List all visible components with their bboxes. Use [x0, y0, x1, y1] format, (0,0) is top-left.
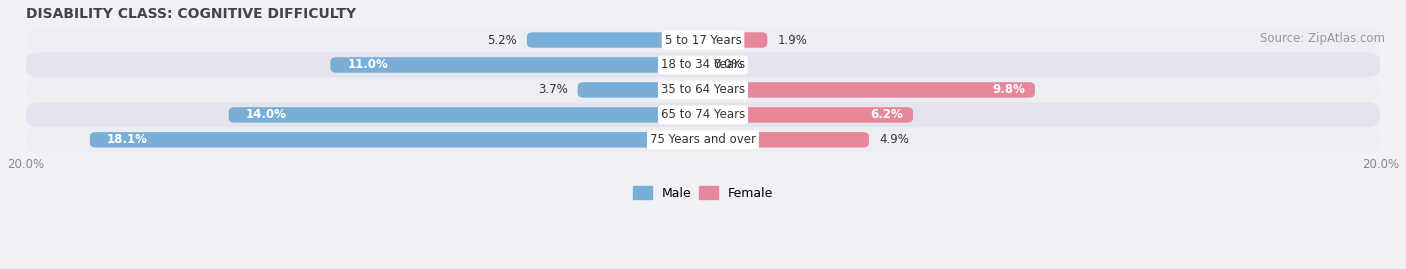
Text: 75 Years and over: 75 Years and over: [650, 133, 756, 146]
FancyBboxPatch shape: [703, 32, 768, 48]
FancyBboxPatch shape: [25, 102, 1381, 127]
Text: 5.2%: 5.2%: [486, 34, 516, 47]
FancyBboxPatch shape: [229, 107, 703, 123]
Text: 18.1%: 18.1%: [107, 133, 148, 146]
Text: 65 to 74 Years: 65 to 74 Years: [661, 108, 745, 121]
Text: 4.9%: 4.9%: [879, 133, 910, 146]
FancyBboxPatch shape: [25, 52, 1381, 77]
Text: 3.7%: 3.7%: [537, 83, 568, 96]
Text: 5 to 17 Years: 5 to 17 Years: [665, 34, 741, 47]
Text: Source: ZipAtlas.com: Source: ZipAtlas.com: [1260, 32, 1385, 45]
FancyBboxPatch shape: [703, 132, 869, 148]
Text: 0.0%: 0.0%: [713, 58, 742, 72]
Text: 6.2%: 6.2%: [870, 108, 903, 121]
FancyBboxPatch shape: [703, 82, 1035, 98]
FancyBboxPatch shape: [330, 57, 703, 73]
FancyBboxPatch shape: [527, 32, 703, 48]
Text: 14.0%: 14.0%: [246, 108, 287, 121]
Text: 1.9%: 1.9%: [778, 34, 807, 47]
FancyBboxPatch shape: [25, 77, 1381, 102]
Text: 18 to 34 Years: 18 to 34 Years: [661, 58, 745, 72]
Text: 11.0%: 11.0%: [347, 58, 388, 72]
Text: DISABILITY CLASS: COGNITIVE DIFFICULTY: DISABILITY CLASS: COGNITIVE DIFFICULTY: [25, 7, 356, 21]
Text: 9.8%: 9.8%: [993, 83, 1025, 96]
FancyBboxPatch shape: [25, 127, 1381, 152]
FancyBboxPatch shape: [703, 107, 912, 123]
Text: 35 to 64 Years: 35 to 64 Years: [661, 83, 745, 96]
FancyBboxPatch shape: [25, 27, 1381, 52]
FancyBboxPatch shape: [578, 82, 703, 98]
FancyBboxPatch shape: [90, 132, 703, 148]
Legend: Male, Female: Male, Female: [628, 181, 778, 205]
